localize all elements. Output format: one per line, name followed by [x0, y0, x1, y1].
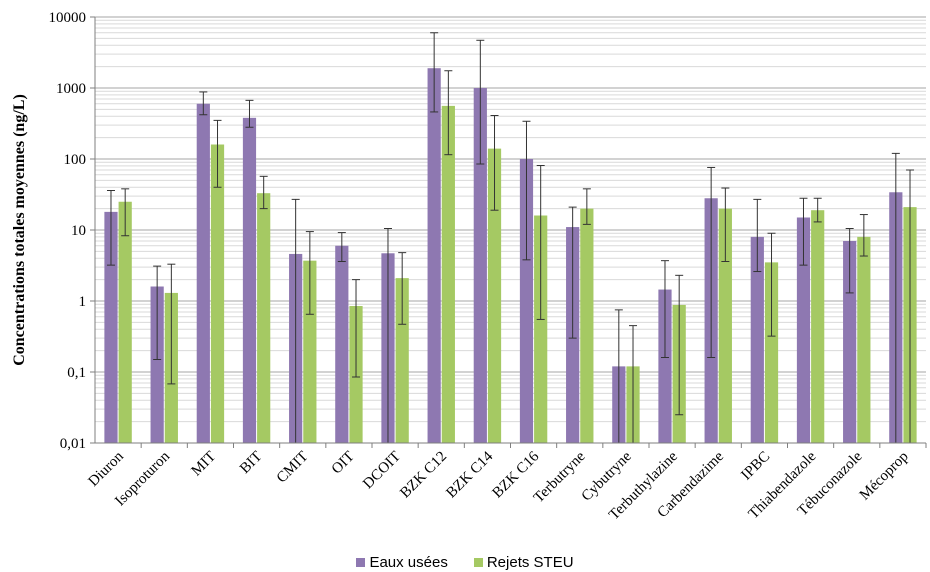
y-tick-label: 1	[79, 294, 87, 310]
bar	[210, 144, 225, 443]
bar	[811, 210, 825, 443]
x-tick-label: MIT	[188, 449, 219, 480]
bar	[750, 236, 764, 443]
bar	[196, 103, 210, 444]
bar	[441, 105, 455, 443]
bar	[242, 117, 257, 444]
bar	[534, 215, 548, 443]
y-tick-labels: 0,01 0,1 1 10 100 1000 10000	[49, 10, 87, 452]
y-tick-label: 1000	[56, 81, 86, 97]
legend-item-series-1: Eaux usées	[356, 553, 448, 571]
legend-item-series-2: Rejets STEU	[473, 553, 574, 571]
bar	[718, 208, 732, 443]
bar	[580, 208, 594, 443]
x-tick-label: Diuron	[86, 448, 128, 490]
x-tick-label: IPBC	[738, 449, 773, 484]
bar	[843, 240, 857, 443]
x-tick-label: DCOIT	[360, 449, 404, 493]
axes	[90, 16, 927, 448]
bar	[796, 217, 811, 443]
bar	[118, 201, 132, 443]
x-tick-label: BIT	[237, 449, 265, 477]
bar	[335, 245, 349, 443]
y-axis-label: Concentrations totales moyennes (ng/L)	[11, 94, 28, 366]
bar	[303, 260, 317, 443]
bar	[395, 278, 409, 443]
y-tick-label: 0,01	[60, 436, 86, 452]
y-tick-label: 100	[64, 152, 87, 168]
bar	[257, 193, 271, 443]
x-tick-label: OIT	[329, 449, 358, 478]
y-tick-label: 0,1	[67, 365, 86, 381]
bar	[519, 159, 534, 443]
bar	[487, 148, 502, 443]
bar	[104, 211, 118, 443]
gridlines	[95, 16, 926, 444]
bar	[427, 68, 441, 443]
error-bars	[106, 32, 915, 443]
legend-label-series-2: Rejets STEU	[486, 553, 574, 571]
bar	[764, 262, 779, 443]
bar	[658, 289, 672, 443]
x-tick-label: BZK C14	[443, 448, 496, 501]
x-tick-label: BZK C12	[397, 449, 450, 502]
x-tick-label: Mécoprop	[857, 449, 912, 504]
legend-label-series-1: Eaux usées	[369, 553, 448, 571]
x-tick-label: CMIT	[274, 449, 312, 487]
legend-swatch-series-2	[473, 557, 483, 567]
bar	[150, 286, 164, 443]
legend-swatch-series-1	[356, 557, 366, 567]
y-tick-label: 10	[71, 223, 86, 239]
y-tick-label: 10000	[49, 10, 87, 26]
bar	[857, 236, 871, 443]
bars	[104, 68, 917, 444]
bar	[473, 88, 487, 443]
x-tick-label: Terbutryne	[531, 448, 589, 506]
legend: Eaux usées Rejets STEU	[0, 552, 930, 572]
